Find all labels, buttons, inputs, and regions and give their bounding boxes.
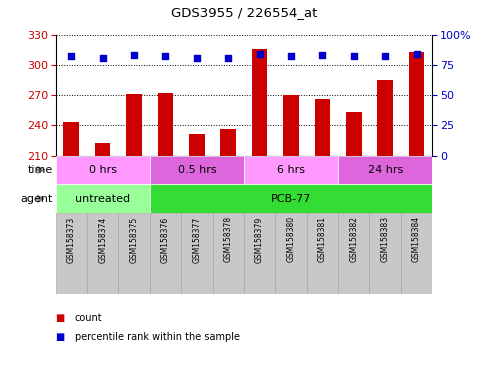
Bar bbox=[307, 213, 338, 294]
Bar bbox=[213, 213, 244, 294]
Text: 0 hrs: 0 hrs bbox=[89, 165, 116, 175]
Point bbox=[193, 55, 201, 61]
Bar bbox=[220, 129, 236, 156]
Text: 6 hrs: 6 hrs bbox=[277, 165, 305, 175]
Text: 24 hrs: 24 hrs bbox=[368, 165, 403, 175]
Point bbox=[319, 52, 327, 58]
Bar bbox=[56, 213, 87, 294]
Bar bbox=[63, 122, 79, 156]
Bar bbox=[377, 80, 393, 156]
Text: PCB-77: PCB-77 bbox=[271, 194, 311, 204]
Text: GSM158383: GSM158383 bbox=[381, 216, 390, 263]
Text: untreated: untreated bbox=[75, 194, 130, 204]
Bar bbox=[283, 95, 299, 156]
Text: time: time bbox=[28, 165, 53, 175]
Text: GSM158373: GSM158373 bbox=[67, 216, 76, 263]
Text: ■: ■ bbox=[56, 313, 65, 323]
Bar bbox=[56, 156, 150, 184]
Bar bbox=[252, 49, 268, 156]
Text: GSM158379: GSM158379 bbox=[255, 216, 264, 263]
Bar bbox=[150, 184, 432, 213]
Text: GDS3955 / 226554_at: GDS3955 / 226554_at bbox=[170, 6, 317, 19]
Bar bbox=[346, 112, 362, 156]
Text: GSM158380: GSM158380 bbox=[286, 216, 296, 263]
Bar bbox=[314, 99, 330, 156]
Text: ■: ■ bbox=[56, 332, 65, 342]
Text: GSM158376: GSM158376 bbox=[161, 216, 170, 263]
Bar bbox=[95, 144, 111, 156]
Bar bbox=[157, 93, 173, 156]
Text: GSM158374: GSM158374 bbox=[98, 216, 107, 263]
Point bbox=[224, 55, 232, 61]
Point bbox=[256, 51, 264, 57]
Bar bbox=[126, 94, 142, 156]
Bar bbox=[56, 184, 150, 213]
Bar bbox=[401, 213, 432, 294]
Bar bbox=[338, 213, 369, 294]
Point bbox=[412, 51, 420, 57]
Point bbox=[99, 55, 107, 61]
Point bbox=[68, 53, 75, 60]
Text: GSM158381: GSM158381 bbox=[318, 216, 327, 262]
Text: percentile rank within the sample: percentile rank within the sample bbox=[75, 332, 240, 342]
Bar bbox=[369, 213, 401, 294]
Text: GSM158382: GSM158382 bbox=[349, 216, 358, 262]
Bar bbox=[150, 213, 181, 294]
Point bbox=[130, 52, 138, 58]
Text: GSM158377: GSM158377 bbox=[192, 216, 201, 263]
Bar bbox=[244, 156, 338, 184]
Bar bbox=[189, 134, 205, 156]
Bar bbox=[150, 156, 244, 184]
Bar bbox=[118, 213, 150, 294]
Text: 0.5 hrs: 0.5 hrs bbox=[178, 165, 216, 175]
Text: agent: agent bbox=[21, 194, 53, 204]
Text: GSM158378: GSM158378 bbox=[224, 216, 233, 263]
Point bbox=[350, 53, 357, 60]
Text: GSM158384: GSM158384 bbox=[412, 216, 421, 263]
Bar bbox=[181, 213, 213, 294]
Bar bbox=[409, 52, 425, 156]
Text: GSM158375: GSM158375 bbox=[129, 216, 139, 263]
Bar bbox=[244, 213, 275, 294]
Point bbox=[287, 53, 295, 60]
Point bbox=[161, 53, 170, 60]
Bar bbox=[338, 156, 432, 184]
Text: count: count bbox=[75, 313, 102, 323]
Point bbox=[382, 53, 389, 60]
Bar bbox=[275, 213, 307, 294]
Bar bbox=[87, 213, 118, 294]
